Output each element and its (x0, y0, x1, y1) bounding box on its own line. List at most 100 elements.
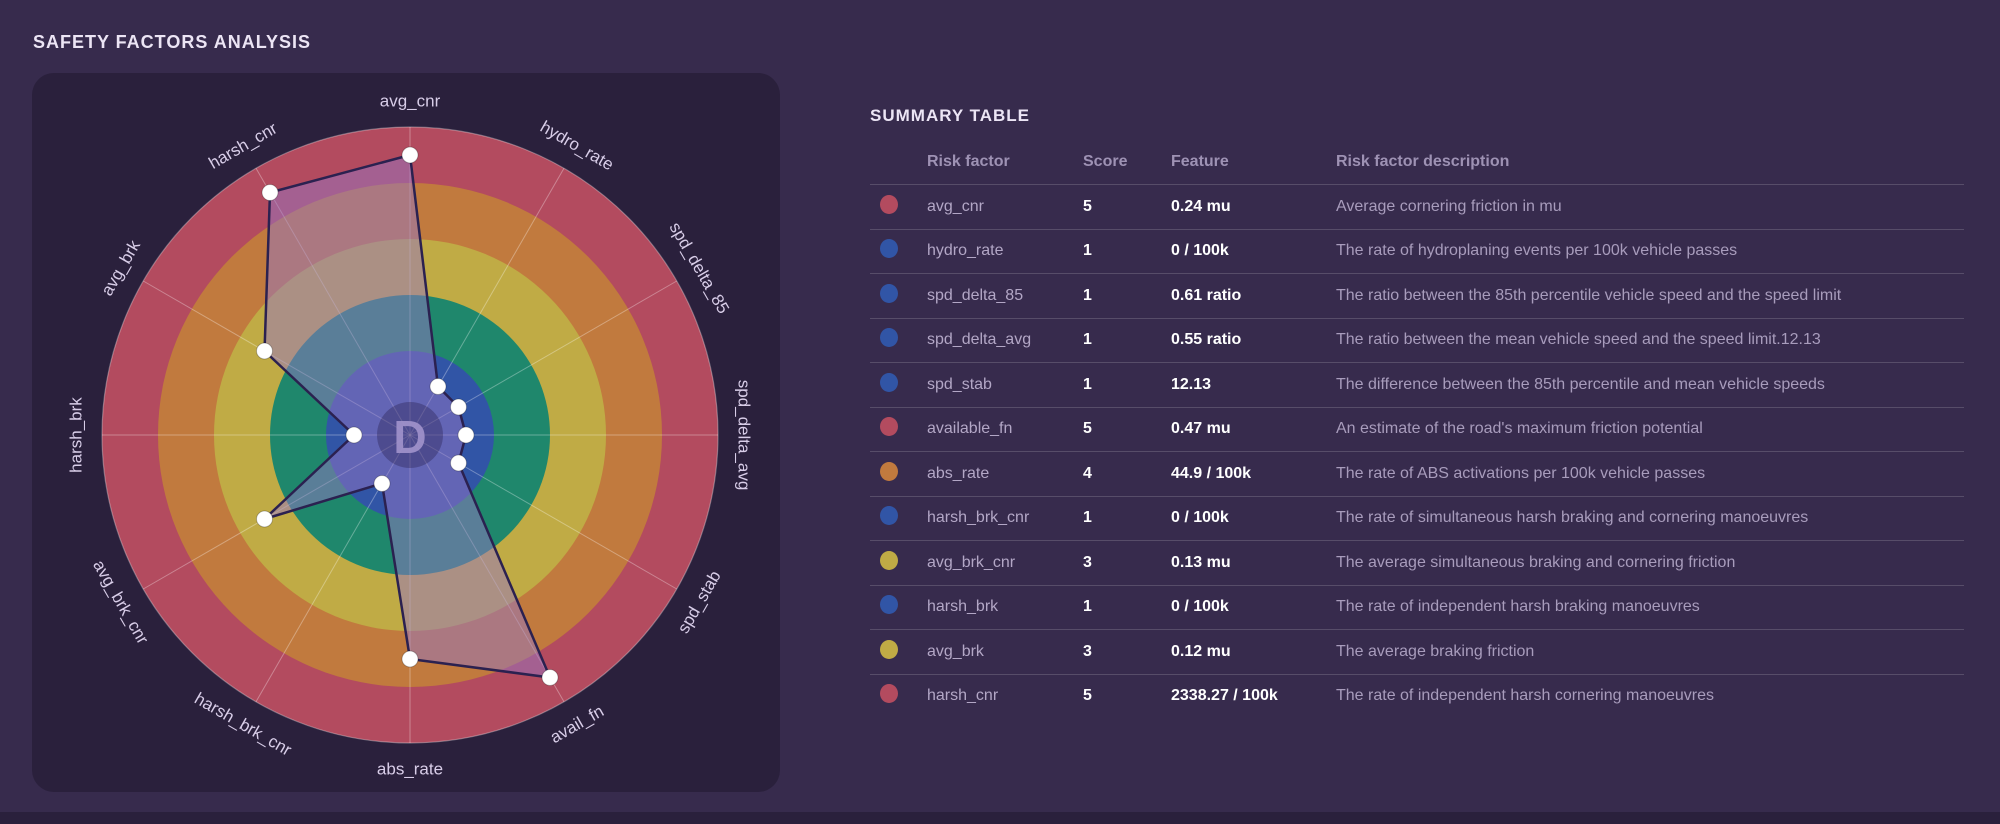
radar-point-harsh_brk_cnr (373, 474, 391, 492)
feature-cell: 0.12 mu (1171, 642, 1231, 660)
score-dot-cell (870, 550, 927, 575)
summary-section: SUMMARY TABLE Risk factor Score Feature … (870, 106, 1964, 718)
summary-table-title: SUMMARY TABLE (870, 106, 1031, 125)
feature-cell: 0.47 mu (1171, 420, 1231, 438)
score-cell: 1 (1083, 509, 1092, 527)
score-color-dot (880, 417, 898, 437)
description-cell: The rate of ABS activations per 100k veh… (1336, 464, 1706, 482)
axis-label-avg_brk: avg_brk (97, 237, 144, 299)
feature-cell: 44.9 / 100k (1171, 464, 1252, 482)
risk-factor-cell: harsh_brk_cnr (927, 509, 1030, 527)
feature-cell: 0 / 100k (1171, 242, 1229, 260)
score-dot-cell (870, 239, 927, 263)
radar-point-hydro_rate (429, 378, 447, 396)
score-color-dot (880, 550, 898, 570)
feature-cell: 2338.27 / 100k (1171, 687, 1278, 705)
table-row: avg_cnr 5 0.24 mu Average cornering frictio… (870, 184, 1964, 229)
table-row: avg_brk_cnr 3 0.13 mu The average simultane… (870, 540, 1964, 585)
radar-point-harsh_brk (345, 426, 363, 444)
table-row: hydro_rate 1 0 / 100k The rate of hydroplan… (870, 228, 1964, 274)
radar-chart: Davg_cnrhydro_ratespd_delta_85spd_delta_… (67, 92, 754, 779)
header-feature: Feature (1171, 153, 1229, 170)
risk-factor-cell: spd_delta_85 (927, 286, 1024, 304)
score-dot-cell (870, 639, 927, 664)
axis-label-abs_rate: abs_rate (377, 760, 443, 779)
score-color-dot (880, 239, 898, 259)
grade-letter: D (393, 411, 426, 463)
score-cell: 5 (1083, 420, 1092, 438)
score-dot-cell (870, 595, 927, 619)
table-row: abs_rate 4 44.9 / 100k The rate of ABS acti… (870, 451, 1964, 496)
grade-badge (377, 402, 443, 468)
table-body: avg_cnr 5 0.24 mu Average cornering frictio… (870, 184, 1964, 718)
feature-cell: 0.61 ratio (1171, 286, 1242, 304)
radar-point-harsh_cnr (261, 184, 279, 202)
score-cell: 1 (1083, 375, 1092, 393)
risk-factor-cell: available_fn (927, 420, 1013, 438)
table-row: harsh_brk_cnr 1 0 / 100k The rate of simult… (870, 495, 1964, 541)
score-cell: 1 (1083, 286, 1092, 304)
description-cell: The average simultaneous braking and cor… (1336, 553, 1736, 571)
header-description: Risk factor description (1336, 153, 1510, 170)
score-dot-cell (870, 506, 927, 530)
page-title: SAFETY FACTORS ANALYSIS (33, 32, 312, 52)
next-section-panel-edge (0, 812, 2000, 824)
score-dot-cell (870, 417, 927, 441)
table-row: spd_delta_avg 1 0.55 ratio The ratio betwee… (870, 317, 1964, 363)
risk-factor-cell: avg_brk_cnr (927, 553, 1016, 571)
axis-label-avg_cnr: avg_cnr (380, 92, 441, 111)
description-cell: An estimate of the road's maximum fricti… (1336, 420, 1703, 438)
risk-factor-cell: spd_stab (927, 375, 992, 393)
outer-grid-circle (101, 126, 719, 744)
description-cell: The ratio between the mean vehicle speed… (1336, 331, 1821, 349)
description-cell: The rate of simultaneous harsh braking a… (1336, 509, 1809, 527)
feature-cell: 0 / 100k (1171, 509, 1229, 527)
score-color-dot (880, 461, 898, 481)
feature-cell: 0 / 100k (1171, 598, 1229, 616)
feature-cell: 0.24 mu (1171, 197, 1231, 215)
header-risk-factor: Risk factor (927, 153, 1010, 170)
axis-label-spd_delta_avg: spd_delta_avg (735, 380, 754, 491)
radar-point-avail_fn (541, 668, 559, 686)
table-row: spd_stab 1 12.13 The difference between the… (870, 362, 1964, 407)
description-cell: Average cornering friction in mu (1336, 197, 1562, 215)
radar-point-spd_stab (449, 454, 467, 472)
feature-cell: 0.55 ratio (1171, 331, 1242, 349)
description-cell: The difference between the 85th percenti… (1336, 375, 1825, 393)
score-dot-cell (870, 684, 927, 708)
risk-factor-cell: harsh_brk (927, 598, 999, 616)
table-row: available_fn 5 0.47 mu An estimate of the r… (870, 406, 1964, 452)
description-cell: The ratio between the 85th percentile ve… (1336, 286, 1842, 304)
radar-point-spd_delta_avg (457, 426, 475, 444)
axis-label-avail_fn: avail_fn (547, 701, 607, 747)
risk-factor-cell: avg_cnr (927, 197, 984, 215)
score-dot-cell (870, 461, 927, 486)
header-score: Score (1083, 153, 1128, 170)
score-dot-cell (870, 328, 927, 352)
score-color-dot (880, 684, 898, 704)
score-cell: 1 (1083, 598, 1092, 616)
description-cell: The rate of independent harsh cornering … (1336, 687, 1715, 705)
description-cell: The rate of independent harsh braking ma… (1336, 598, 1700, 616)
score-cell: 1 (1083, 242, 1092, 260)
radar-point-abs_rate (401, 650, 419, 668)
score-cell: 1 (1083, 331, 1092, 349)
radar-point-avg_brk (256, 342, 274, 360)
score-cell: 5 (1083, 197, 1092, 215)
score-color-dot (880, 283, 898, 303)
score-cell: 4 (1083, 464, 1092, 482)
score-color-dot (880, 372, 898, 392)
score-dot-cell (870, 372, 927, 397)
risk-factor-cell: spd_delta_avg (927, 331, 1032, 349)
description-cell: The average braking friction (1336, 642, 1535, 660)
radar-point-avg_brk_cnr (256, 510, 274, 528)
score-dot-cell (870, 194, 927, 219)
score-cell: 5 (1083, 687, 1092, 705)
score-dot-cell (870, 283, 927, 308)
risk-factor-cell: harsh_cnr (927, 687, 999, 705)
score-cell: 3 (1083, 642, 1092, 660)
table-header-row: Risk factor Score Feature Risk factor de… (870, 140, 1964, 184)
score-color-dot (880, 194, 898, 214)
axis-label-harsh_brk: harsh_brk (67, 397, 86, 473)
